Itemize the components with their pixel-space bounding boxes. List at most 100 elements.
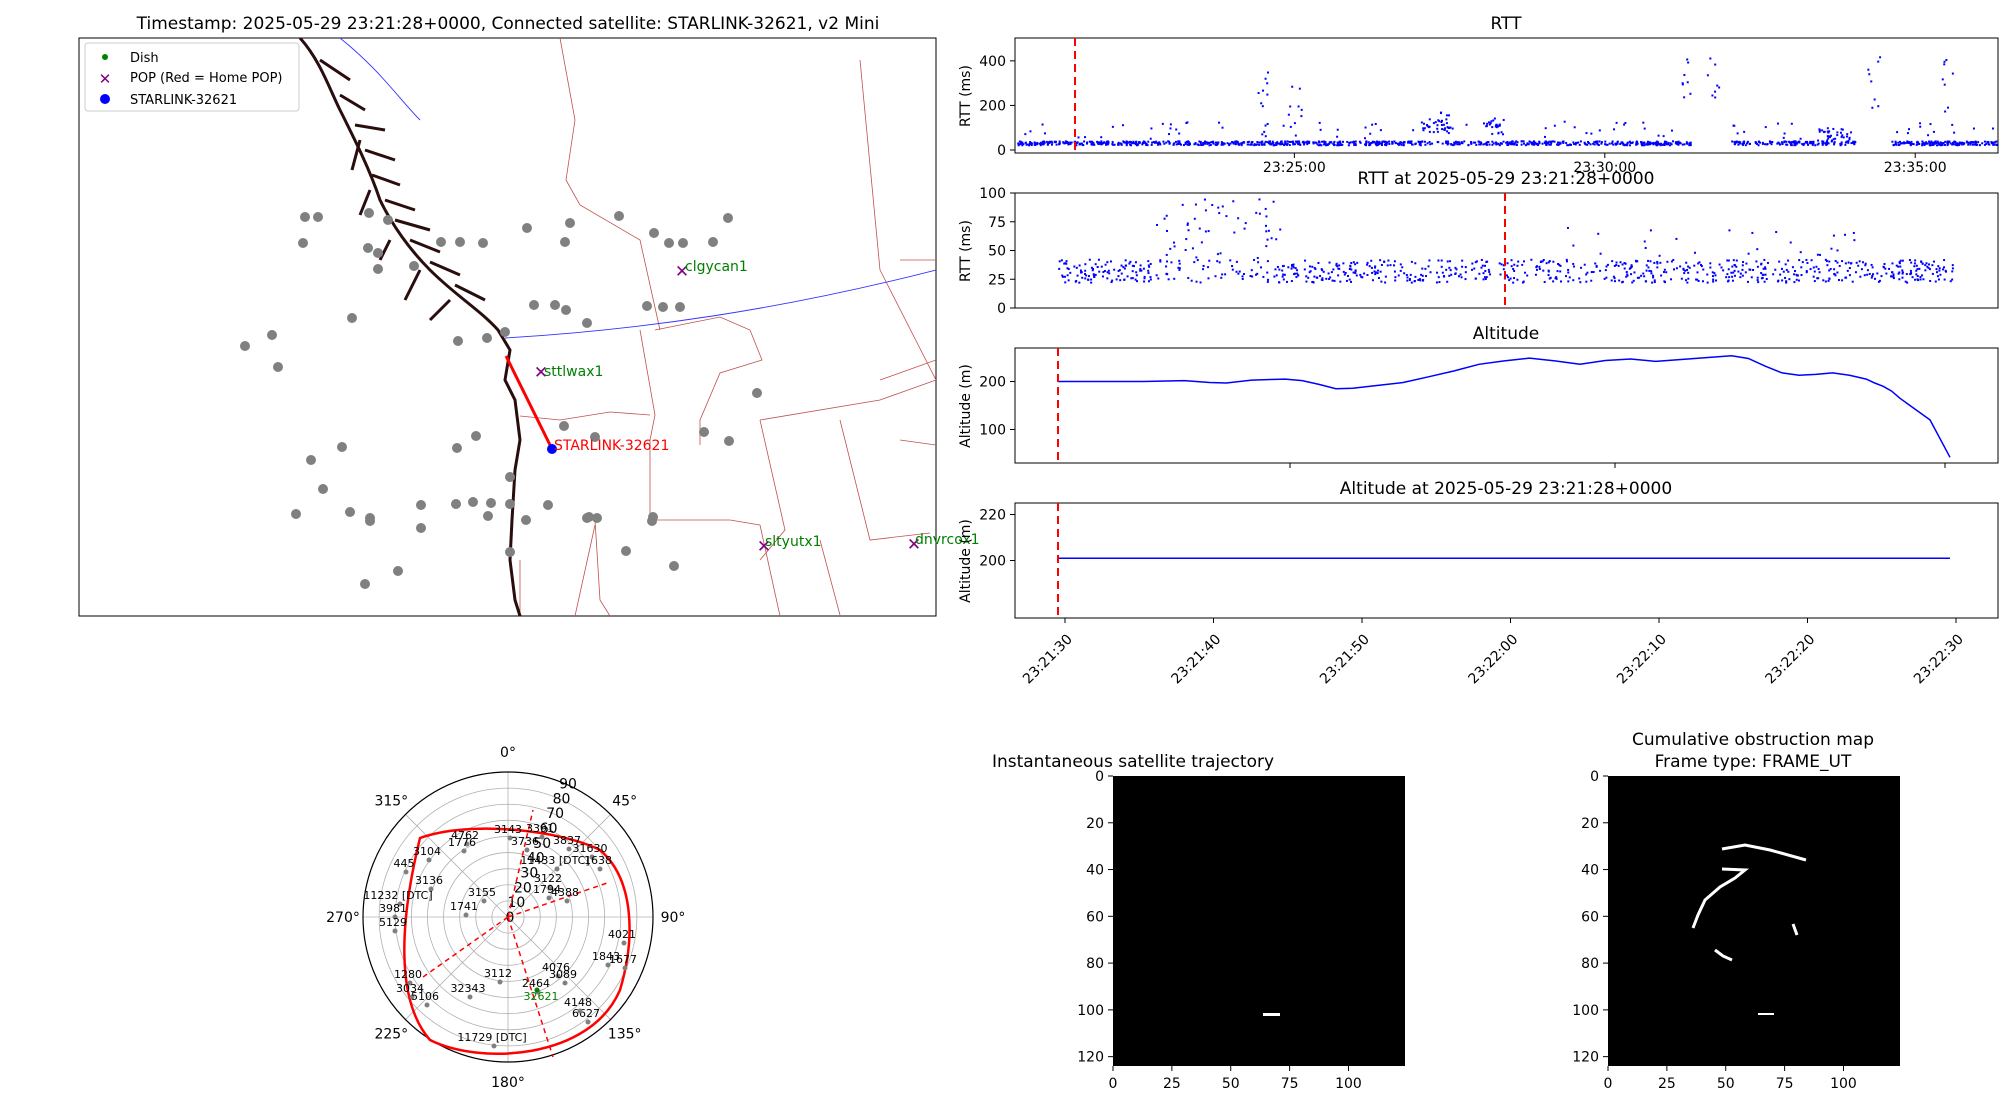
rtt-zoom-point: [1325, 277, 1328, 280]
rtt-zoom-point: [1243, 227, 1246, 230]
rtt-point: [1741, 143, 1744, 146]
rtt-zoom-point: [1383, 260, 1386, 263]
rtt-point: [1792, 141, 1795, 144]
rtt-point: [1277, 142, 1280, 145]
polar-sat-point: [555, 973, 561, 979]
trajectory-x-tick-label: 100: [1335, 1076, 1362, 1092]
rtt-spike-point: [1943, 83, 1946, 86]
rtt-point: [1254, 143, 1257, 146]
rtt-point: [1159, 143, 1162, 146]
rtt-point: [1822, 142, 1825, 145]
altitude-zoom-x-tick-label: 23:21:30: [1020, 632, 1076, 688]
rtt-point: [1572, 141, 1575, 144]
map-frame: [78, 37, 937, 617]
rtt-zoom-point: [1075, 266, 1078, 269]
rtt-point: [1432, 122, 1435, 125]
rtt-zoom-point: [1751, 231, 1754, 234]
rtt-point: [1549, 140, 1552, 143]
rtt-zoom-point: [1643, 275, 1646, 278]
rtt-point: [1496, 124, 1499, 127]
rtt-zoom-point: [1733, 263, 1736, 266]
rtt-point: [1446, 140, 1449, 143]
rtt-zoom-point: [1251, 275, 1254, 278]
rtt-zoom-point: [1178, 267, 1181, 270]
rtt-point: [1096, 141, 1099, 144]
rtt-zoom-point: [1317, 262, 1320, 265]
trajectory-y-tick-label: 80: [1086, 956, 1104, 972]
rtt-zoom-point: [1883, 262, 1886, 265]
rtt-zoom-point: [1922, 278, 1925, 281]
rtt-point: [1781, 142, 1784, 145]
rtt-spike-point: [1945, 59, 1948, 62]
rtt-point: [1247, 140, 1250, 143]
rtt-ylabel: RTT (ms): [958, 65, 974, 127]
rtt-point: [1402, 141, 1405, 144]
rtt-point: [1527, 143, 1530, 146]
rtt-zoom-point: [1951, 267, 1954, 270]
polar-angle-label: 180°: [491, 1075, 525, 1091]
rtt-spike-point: [1298, 87, 1301, 90]
rtt-zoom-point: [1087, 275, 1090, 278]
rtt-zoom-point: [1500, 263, 1503, 266]
rtt-zoom-point: [1898, 261, 1901, 264]
rtt-point: [1574, 143, 1577, 146]
rtt-zoom-point: [1697, 262, 1700, 265]
rtt-zoom-point: [1938, 267, 1941, 270]
rtt-point: [1665, 140, 1668, 143]
polar-radial-label: 10: [508, 895, 526, 911]
pop-sltyutx1: ✕ sltyutx1: [757, 534, 822, 557]
rtt-point: [1141, 143, 1144, 146]
rtt-point: [1346, 140, 1349, 143]
rtt-point: [1222, 142, 1225, 145]
rtt-point: [1951, 141, 1954, 144]
dish-point: [669, 561, 679, 571]
rtt-zoom-point: [1928, 268, 1931, 271]
rtt-zoom-point: [1266, 278, 1269, 281]
rtt-zoom-point: [1904, 280, 1907, 283]
rtt-zoom-point: [1374, 265, 1377, 268]
rtt-zoom-point: [1427, 265, 1430, 268]
rtt-zoom-point: [1799, 251, 1802, 254]
rtt-point: [1379, 129, 1382, 132]
rtt-point: [1902, 141, 1905, 144]
rtt-point: [1058, 141, 1061, 144]
rtt-point: [1670, 129, 1673, 132]
rtt-point: [1090, 142, 1093, 145]
rtt-zoom-point: [1087, 278, 1090, 281]
rtt-zoom-point: [1650, 270, 1653, 273]
rtt-point: [1911, 142, 1914, 145]
rtt-point: [1456, 143, 1459, 146]
rtt-point: [1111, 141, 1114, 144]
rtt-zoom-point: [1557, 263, 1560, 266]
rtt-zoom-point: [1837, 279, 1840, 282]
rtt-zoom-point: [1884, 267, 1887, 270]
rtt-point: [1420, 121, 1423, 124]
rtt-zoom-point: [1265, 245, 1268, 248]
rtt-zoom-point: [1640, 274, 1643, 277]
rtt-zoom-point: [1118, 269, 1121, 272]
rtt-zoom-point: [1163, 217, 1166, 220]
rtt-point: [1479, 141, 1482, 144]
rtt-point: [1369, 143, 1372, 146]
rtt-point: [1898, 143, 1901, 146]
rtt-zoom-point: [1448, 274, 1451, 277]
rtt-point: [1625, 143, 1628, 146]
rtt-point: [1922, 141, 1925, 144]
rtt-point: [1569, 143, 1572, 146]
rtt-point: [1803, 142, 1806, 145]
rtt-point: [1965, 140, 1968, 143]
rtt-zoom-point: [1277, 281, 1280, 284]
rtt-point: [1894, 143, 1897, 146]
rtt-point: [1145, 144, 1148, 147]
rtt-point: [1127, 141, 1130, 144]
rtt-zoom-point: [1155, 274, 1158, 277]
rtt-zoom-point: [1438, 281, 1441, 284]
rtt-zoom-title: RTT at 2025-05-29 23:21:28+0000: [1358, 169, 1655, 189]
rtt-spike-point: [1447, 132, 1450, 135]
rtt-zoom-point: [1685, 261, 1688, 264]
rtt-point: [1825, 143, 1828, 146]
rtt-point: [1928, 144, 1931, 147]
rtt-zoom-point: [1421, 279, 1424, 282]
rtt-zoom-point: [1628, 267, 1631, 270]
rtt-zoom-point: [1624, 262, 1627, 265]
